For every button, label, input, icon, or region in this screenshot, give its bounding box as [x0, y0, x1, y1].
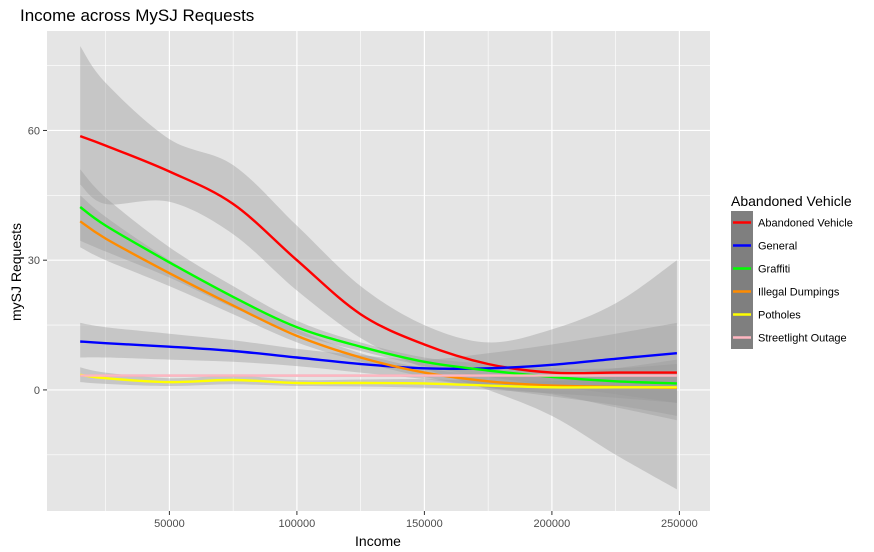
y-tick-label: 30 [28, 255, 40, 267]
y-axis-title: mySJ Requests [8, 223, 24, 321]
x-tick-label: 100000 [279, 518, 316, 530]
legend-label-graffiti: Graffiti [758, 264, 790, 276]
legend-label-illegal-dumpings: Illegal Dumpings [758, 287, 840, 299]
x-axis-ticks: 50000 100000 150000 200000 250000 [154, 511, 698, 530]
legend-label-streetlight-outage: Streetlight Outage [758, 333, 847, 345]
confidence-band-general [80, 322, 677, 421]
series-line-graffiti [79, 206, 677, 385]
series-line-potholes [80, 373, 677, 389]
x-tick-label: 250000 [661, 518, 698, 530]
y-tick-label: 0 [34, 385, 40, 397]
plot-panel [47, 31, 710, 511]
confidence-band-abandoned-vehicle [80, 46, 677, 490]
y-tick-label: 60 [28, 125, 40, 137]
chart-title: Income across MySJ Requests [20, 6, 254, 25]
legend-label-abandoned-vehicle: Abandoned Vehicle [758, 218, 853, 230]
series-lines [79, 134, 678, 389]
x-axis-title: Income [355, 533, 401, 549]
y-axis-ticks: 0 30 60 [28, 125, 47, 397]
series-line-illegal-dumpings [79, 220, 677, 389]
series-line-abandoned-vehicle [79, 134, 677, 375]
minor-gridlines [47, 31, 710, 511]
major-gridlines [47, 31, 710, 511]
legend: Abandoned Vehicle Abandoned Vehicle Gener… [731, 193, 853, 349]
legend-label-potholes: Potholes [758, 310, 801, 322]
series-line-general [80, 340, 678, 370]
x-tick-label: 150000 [406, 518, 443, 530]
confidence-band-graffiti [80, 169, 677, 403]
legend-label-general: General [758, 241, 797, 253]
x-tick-label: 50000 [154, 518, 185, 530]
legend-title: Abandoned Vehicle [731, 193, 852, 209]
legend-items: Abandoned Vehicle General Graffiti Illegal … [731, 211, 853, 349]
x-tick-label: 200000 [534, 518, 571, 530]
confidence-band-illegal-dumpings [80, 195, 677, 416]
